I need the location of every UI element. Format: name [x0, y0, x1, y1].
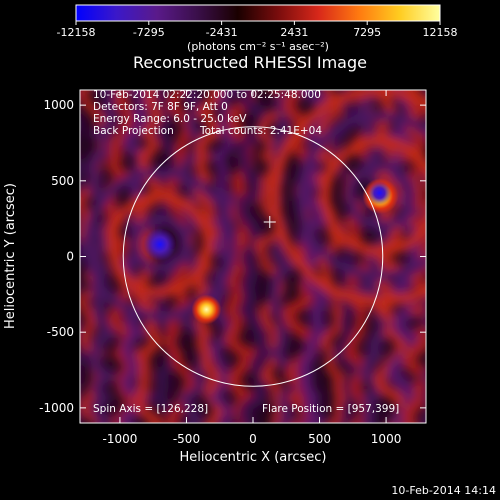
- colorbar-unit-label: (photons cm⁻² s⁻¹ asec⁻²): [187, 40, 329, 53]
- y-tick-label: 1000: [43, 98, 74, 112]
- x-tick-label: -1000: [102, 432, 137, 446]
- annotation-time-range: 10-Feb-2014 02:22:20.000 to 02:25:48.000: [93, 89, 321, 101]
- annotation-total-counts: Total counts: 2.41E+04: [199, 125, 322, 137]
- solar-limb-circle: [122, 126, 384, 387]
- footer-timestamp: 10-Feb-2014 14:14: [391, 484, 496, 497]
- y-tick-label: -500: [47, 325, 74, 339]
- annotation-energy-range: Energy Range: 6.0 - 25.0 keV: [93, 113, 247, 125]
- negative-source: [367, 181, 392, 205]
- colorbar-tick-label: 2431: [280, 26, 308, 39]
- colorbar-ticks: -12158 -7295 -2431 2431 7295 12158: [57, 21, 458, 39]
- colorbar-tick-label: 12158: [423, 26, 458, 39]
- x-tick-label: -500: [173, 432, 200, 446]
- colorbar: [75, 4, 441, 22]
- colorbar-tick-label: -2431: [206, 26, 238, 39]
- x-tick-label: 500: [308, 432, 331, 446]
- annotation-flare-position: Flare Position = [957,399]: [262, 403, 399, 415]
- annotation-block: 10-Feb-2014 02:22:20.000 to 02:25:48.000…: [93, 89, 399, 415]
- bright-source: [191, 294, 222, 325]
- plot-area: [80, 90, 426, 423]
- annotation-method: Back Projection: [93, 125, 174, 137]
- y-axis-label: Heliocentric Y (arcsec): [3, 183, 18, 329]
- x-axis-label: Heliocentric X (arcsec): [180, 450, 327, 465]
- colorbar-tick-label: 7295: [353, 26, 381, 39]
- y-tick-label: 0: [66, 250, 74, 264]
- colorbar-tick-label: -7295: [133, 26, 165, 39]
- annotation-detectors: Detectors: 7F 8F 9F, Att 0: [93, 101, 228, 113]
- y-axis: -1000 -500 0 500 1000: [39, 98, 426, 415]
- x-tick-label: 0: [249, 432, 257, 446]
- spin-axis-marker: [263, 215, 276, 228]
- x-tick-label: 1000: [371, 432, 402, 446]
- annotation-spin-axis: Spin Axis = [126,228]: [93, 403, 208, 415]
- y-tick-label: 500: [51, 174, 74, 188]
- chart-title: Reconstructed RHESSI Image: [133, 53, 367, 72]
- colorbar-tick-label: -12158: [57, 26, 96, 39]
- y-tick-label: -1000: [39, 401, 74, 415]
- x-axis: -1000 -500 0 500 1000: [102, 90, 401, 446]
- negative-source: [143, 228, 177, 261]
